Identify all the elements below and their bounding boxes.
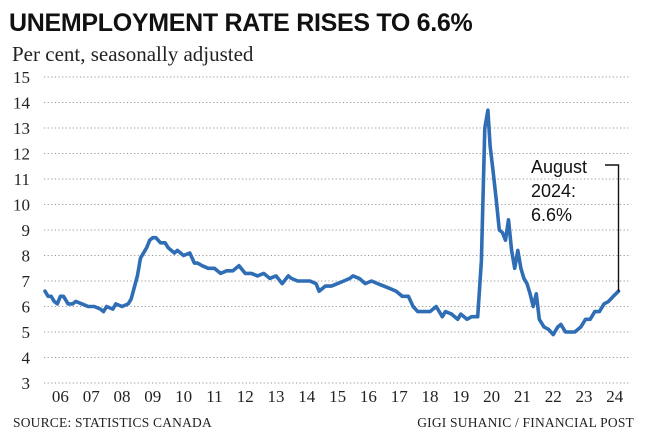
- x-tick-label: 21: [514, 387, 531, 406]
- x-tick-label: 09: [144, 387, 161, 406]
- unemployment-rate-line: [43, 108, 621, 337]
- x-tick-label: 23: [576, 387, 593, 406]
- author-credit: GIGI SUHANIC / FINANCIAL POST: [417, 415, 634, 430]
- x-tick-label: 19: [452, 387, 469, 406]
- annotation-line-value: 6.6%: [531, 205, 572, 225]
- y-tick-label: 8: [22, 247, 31, 266]
- y-axis-tick-labels: 3 4 5 6 7 8 9 10 11 12 13 14 15: [13, 68, 31, 393]
- x-tick-label: 18: [422, 387, 439, 406]
- y-tick-label: 10: [13, 196, 30, 215]
- x-tick-label: 07: [83, 387, 101, 406]
- chart-title: UNEMPLOYMENT RATE RISES TO 6.6%: [9, 9, 473, 37]
- x-tick-label: 20: [483, 387, 500, 406]
- y-tick-label: 15: [13, 68, 30, 87]
- x-tick-label: 13: [268, 387, 285, 406]
- latest-value-annotation: August 2024: 6.6%: [531, 157, 620, 292]
- x-tick-label: 06: [52, 387, 69, 406]
- x-tick-label: 16: [360, 387, 377, 406]
- annotation-line-month: August: [531, 157, 587, 177]
- chart-subtitle: Per cent, seasonally adjusted: [12, 42, 254, 66]
- y-tick-label: 3: [22, 374, 31, 393]
- x-tick-label: 11: [206, 387, 222, 406]
- y-tick-label: 5: [22, 323, 31, 342]
- x-tick-label: 22: [545, 387, 562, 406]
- x-tick-label: 17: [391, 387, 409, 406]
- y-tick-label: 4: [22, 349, 31, 368]
- source-credit: SOURCE: STATISTICS CANADA: [13, 415, 212, 430]
- x-tick-label: 12: [237, 387, 254, 406]
- y-tick-label: 7: [22, 272, 31, 291]
- annotation-leader-line: [605, 164, 620, 292]
- y-tick-label: 11: [14, 170, 30, 189]
- y-tick-label: 9: [22, 221, 31, 240]
- y-tick-label: 13: [13, 119, 30, 138]
- annotation-line-year: 2024:: [531, 181, 576, 201]
- gridlines: [44, 76, 631, 384]
- x-tick-label: 10: [175, 387, 192, 406]
- x-tick-label: 08: [114, 387, 131, 406]
- x-axis-tick-labels: 06 07 08 09 10 11 12 13 14 15 16 17 18 19 20 21 22 23 24: [52, 387, 624, 406]
- y-tick-label: 6: [22, 298, 31, 317]
- y-tick-label: 12: [13, 145, 30, 164]
- y-tick-label: 14: [13, 94, 31, 113]
- x-tick-label: 24: [606, 387, 624, 406]
- x-tick-label: 15: [329, 387, 346, 406]
- x-tick-label: 14: [298, 387, 316, 406]
